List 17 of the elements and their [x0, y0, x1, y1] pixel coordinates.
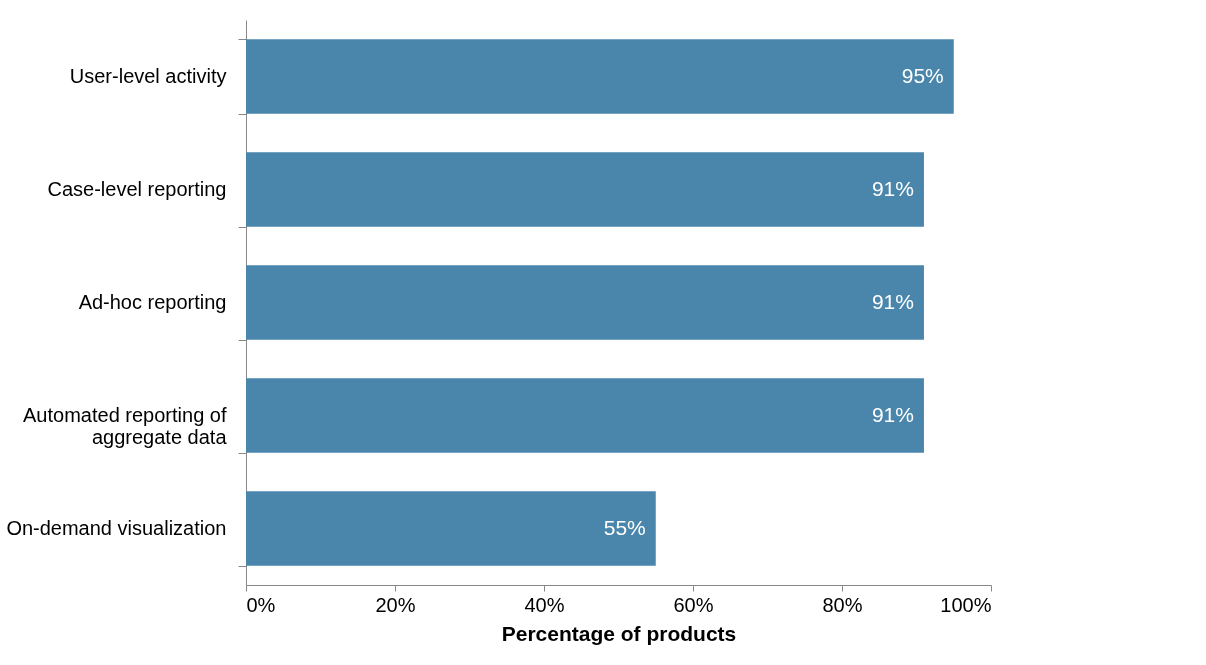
- data-label: 55%: [603, 515, 646, 539]
- x-tick-label: 60%: [673, 593, 714, 616]
- y-tick-label: On-demand visualization: [6, 517, 227, 539]
- x-tick-label: 100%: [940, 593, 992, 616]
- y-tick-label: Automated reporting of aggregate data: [23, 404, 228, 448]
- x-axis-title: Percentage of products: [501, 621, 737, 645]
- y-tick-label: Case-level reporting: [47, 178, 227, 200]
- x-tick-label: 20%: [375, 593, 416, 616]
- data-label: 91%: [871, 402, 914, 426]
- data-label: 91%: [871, 289, 914, 313]
- y-tick-label: User-level activity: [69, 65, 227, 87]
- data-label: 95%: [901, 63, 944, 87]
- x-tick-label: 40%: [524, 593, 565, 616]
- x-tick-label: 0%: [246, 593, 276, 616]
- x-tick-label: 80%: [822, 593, 863, 616]
- data-label: 91%: [871, 176, 914, 200]
- y-tick-label: Ad-hoc reporting: [78, 291, 227, 313]
